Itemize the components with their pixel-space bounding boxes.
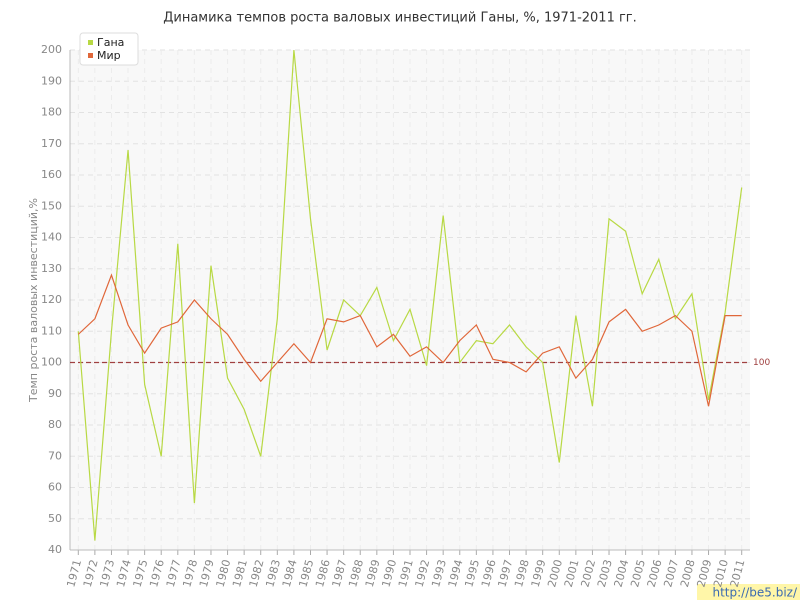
- y-tick-label: 130: [41, 262, 62, 275]
- legend-marker: [88, 40, 93, 45]
- chart-title: Динамика темпов роста валовых инвестиций…: [163, 11, 637, 26]
- legend-label: Гана: [97, 36, 124, 49]
- y-tick-label: 190: [41, 74, 62, 87]
- y-tick-label: 50: [48, 512, 62, 525]
- y-tick-label: 40: [48, 543, 62, 556]
- watermark-bg: [697, 584, 800, 600]
- y-tick-label: 90: [48, 387, 62, 400]
- y-tick-label: 60: [48, 481, 62, 494]
- y-tick-label: 100: [41, 356, 62, 369]
- series-line: [77, 49, 743, 541]
- y-tick-label: 140: [41, 231, 62, 244]
- y-tick-label: 70: [48, 449, 62, 462]
- y-tick-label: 160: [41, 168, 62, 181]
- watermark: http://be5.biz/: [712, 586, 797, 600]
- legend-marker: [88, 53, 93, 58]
- y-tick-label: 170: [41, 137, 62, 150]
- reference-label: 100: [753, 358, 770, 368]
- legend-box: [79, 32, 139, 66]
- legend-label: Мир: [97, 49, 121, 62]
- y-tick-label: 110: [41, 324, 62, 337]
- y-axis-label: Темп роста валовых инвестиций,%: [27, 198, 40, 403]
- y-tick-label: 200: [41, 43, 62, 56]
- y-tick-label: 120: [41, 293, 62, 306]
- series-line: [77, 273, 742, 407]
- y-tick-label: 150: [41, 199, 62, 212]
- y-tick-label: 80: [48, 418, 62, 431]
- y-tick-label: 180: [41, 106, 62, 119]
